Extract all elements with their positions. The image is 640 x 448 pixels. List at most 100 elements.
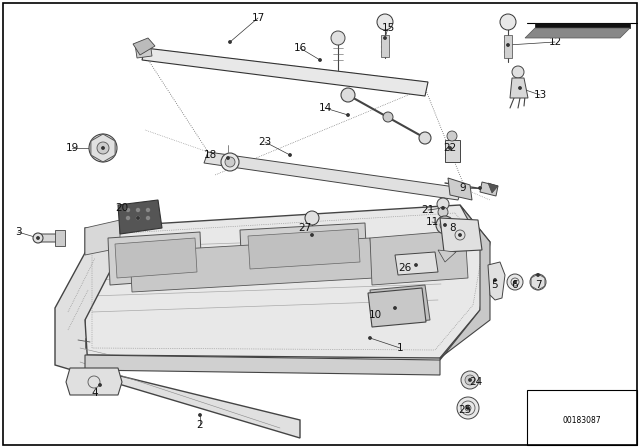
Circle shape xyxy=(419,132,431,144)
Circle shape xyxy=(305,211,319,225)
Polygon shape xyxy=(448,178,472,200)
Polygon shape xyxy=(381,35,389,57)
Polygon shape xyxy=(535,23,630,28)
Circle shape xyxy=(507,44,509,46)
Circle shape xyxy=(289,154,291,156)
Polygon shape xyxy=(133,38,155,55)
Polygon shape xyxy=(488,183,498,193)
Text: 5: 5 xyxy=(491,280,497,290)
Text: 15: 15 xyxy=(381,23,395,33)
Text: 2: 2 xyxy=(196,420,204,430)
Circle shape xyxy=(479,187,481,189)
Polygon shape xyxy=(510,78,528,98)
Polygon shape xyxy=(440,205,490,360)
Polygon shape xyxy=(395,252,438,275)
Polygon shape xyxy=(440,218,482,252)
Circle shape xyxy=(97,142,109,154)
Circle shape xyxy=(465,405,471,411)
Text: 3: 3 xyxy=(15,227,21,237)
Polygon shape xyxy=(115,238,197,278)
Polygon shape xyxy=(85,355,440,375)
Circle shape xyxy=(537,274,540,276)
Polygon shape xyxy=(248,229,360,269)
Text: 19: 19 xyxy=(65,143,79,153)
Polygon shape xyxy=(85,205,490,358)
Circle shape xyxy=(369,337,371,339)
Polygon shape xyxy=(66,368,122,395)
Circle shape xyxy=(507,274,523,290)
Circle shape xyxy=(136,216,140,220)
Circle shape xyxy=(319,59,321,61)
Circle shape xyxy=(147,208,150,211)
Circle shape xyxy=(457,397,479,419)
Circle shape xyxy=(347,114,349,116)
Circle shape xyxy=(33,233,43,243)
Circle shape xyxy=(461,371,479,389)
Text: 13: 13 xyxy=(533,90,547,100)
Circle shape xyxy=(377,14,393,30)
Circle shape xyxy=(459,234,461,236)
Polygon shape xyxy=(370,285,430,325)
Circle shape xyxy=(500,14,516,30)
Polygon shape xyxy=(55,230,65,246)
Circle shape xyxy=(99,384,101,386)
Circle shape xyxy=(383,112,393,122)
Circle shape xyxy=(437,198,449,210)
Circle shape xyxy=(225,157,235,167)
Polygon shape xyxy=(370,230,468,285)
Circle shape xyxy=(468,379,471,381)
Text: 9: 9 xyxy=(460,183,467,193)
Circle shape xyxy=(89,134,117,162)
Polygon shape xyxy=(38,234,62,242)
Text: 24: 24 xyxy=(469,377,483,387)
Circle shape xyxy=(467,407,469,409)
Polygon shape xyxy=(368,288,426,327)
Bar xyxy=(527,390,637,445)
Text: 6: 6 xyxy=(512,280,518,290)
Text: 18: 18 xyxy=(204,150,216,160)
Circle shape xyxy=(494,279,496,281)
Text: 12: 12 xyxy=(548,37,562,47)
Polygon shape xyxy=(488,262,505,300)
Text: 23: 23 xyxy=(259,137,271,147)
Circle shape xyxy=(147,216,150,220)
Circle shape xyxy=(514,281,516,283)
Circle shape xyxy=(394,307,396,309)
Text: 00183087: 00183087 xyxy=(563,415,602,425)
Polygon shape xyxy=(142,48,428,96)
Circle shape xyxy=(465,375,475,385)
Circle shape xyxy=(440,220,450,230)
Circle shape xyxy=(384,37,386,39)
Circle shape xyxy=(341,88,355,102)
Circle shape xyxy=(519,87,521,89)
Circle shape xyxy=(444,224,446,226)
Text: 1: 1 xyxy=(397,343,403,353)
Circle shape xyxy=(227,157,229,159)
Polygon shape xyxy=(480,182,498,196)
Polygon shape xyxy=(85,220,120,255)
Polygon shape xyxy=(118,200,162,234)
Circle shape xyxy=(221,153,239,171)
Polygon shape xyxy=(525,28,630,38)
Circle shape xyxy=(127,216,129,220)
Text: 16: 16 xyxy=(293,43,307,53)
Circle shape xyxy=(127,208,129,211)
Circle shape xyxy=(199,414,201,416)
Text: 27: 27 xyxy=(298,223,312,233)
Circle shape xyxy=(442,207,444,209)
Text: 11: 11 xyxy=(426,217,438,227)
Polygon shape xyxy=(445,140,460,162)
Text: 14: 14 xyxy=(318,103,332,113)
Circle shape xyxy=(229,41,231,43)
Circle shape xyxy=(137,217,140,219)
Text: 26: 26 xyxy=(398,263,412,273)
Text: 21: 21 xyxy=(421,205,435,215)
Circle shape xyxy=(311,234,313,236)
Polygon shape xyxy=(135,42,152,58)
Text: 7: 7 xyxy=(534,280,541,290)
Text: 4: 4 xyxy=(92,388,99,398)
Circle shape xyxy=(136,208,140,211)
Polygon shape xyxy=(108,232,202,285)
Circle shape xyxy=(530,274,546,290)
Circle shape xyxy=(447,131,457,141)
